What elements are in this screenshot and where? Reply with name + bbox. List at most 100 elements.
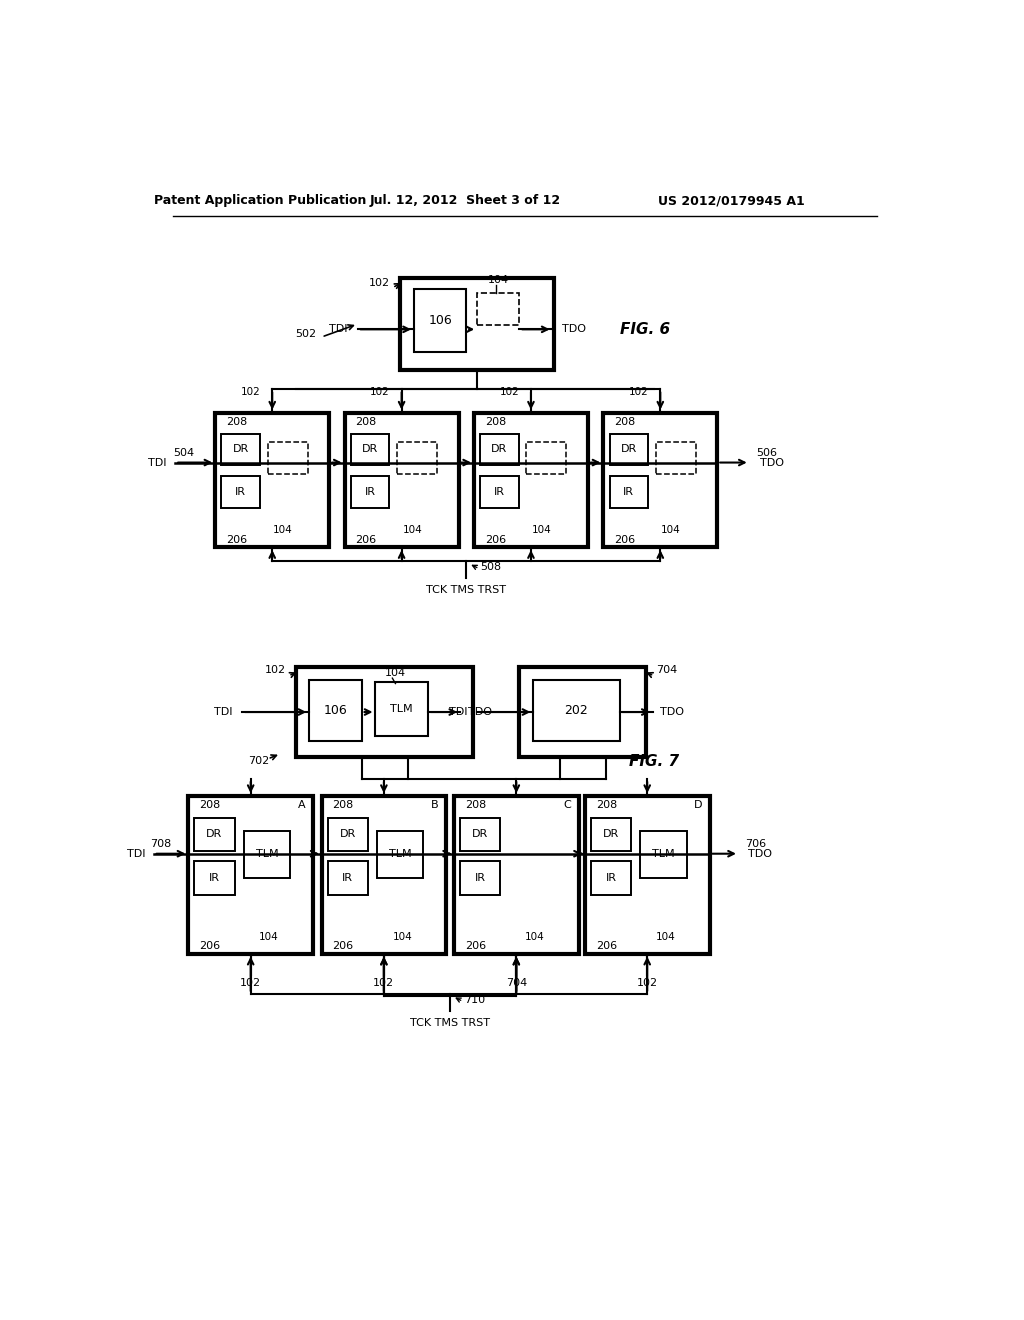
Text: 104: 104	[488, 275, 509, 285]
Bar	[296, 667, 473, 758]
Bar	[309, 681, 361, 741]
Bar	[474, 412, 588, 548]
Bar	[195, 862, 234, 895]
Text: US 2012/0179945 A1: US 2012/0179945 A1	[657, 194, 805, 207]
Text: TLM: TLM	[652, 850, 675, 859]
Bar	[376, 682, 428, 737]
Text: A: A	[298, 800, 305, 810]
Bar	[328, 862, 368, 895]
Bar	[322, 796, 446, 954]
Bar	[345, 412, 459, 548]
Text: 504: 504	[173, 449, 194, 458]
Bar	[351, 434, 389, 465]
Text: 206: 206	[333, 941, 353, 952]
Text: DR: DR	[340, 829, 355, 840]
Text: 208: 208	[355, 417, 377, 426]
Text: TLM: TLM	[256, 850, 279, 859]
Bar	[215, 412, 330, 548]
Bar	[188, 796, 313, 954]
Text: 708: 708	[151, 840, 172, 850]
Text: TCK TMS TRST: TCK TMS TRST	[426, 585, 506, 595]
Text: FIG. 7: FIG. 7	[629, 754, 679, 768]
Text: 102: 102	[265, 665, 286, 676]
Text: TDO: TDO	[760, 458, 783, 467]
Bar	[267, 442, 307, 474]
Bar	[591, 862, 631, 895]
Bar	[655, 442, 695, 474]
Text: DR: DR	[207, 829, 222, 840]
Text: TLM: TLM	[389, 850, 412, 859]
Text: 704: 704	[656, 665, 678, 676]
Bar	[400, 277, 554, 370]
Bar	[454, 796, 579, 954]
Bar	[221, 475, 260, 508]
Text: 102: 102	[371, 387, 390, 397]
Text: FIG. 6: FIG. 6	[620, 322, 670, 337]
Text: 102: 102	[374, 978, 394, 989]
Text: 502: 502	[296, 329, 316, 339]
Text: 106: 106	[324, 704, 347, 717]
Text: TDI: TDI	[214, 708, 232, 717]
Text: IR: IR	[605, 874, 616, 883]
Text: B: B	[431, 800, 438, 810]
Bar	[377, 830, 423, 878]
Text: 102: 102	[629, 387, 649, 397]
Bar	[244, 830, 290, 878]
Bar	[414, 289, 466, 352]
Bar	[519, 667, 646, 758]
Text: DR: DR	[492, 445, 508, 454]
Text: Jul. 12, 2012  Sheet 3 of 12: Jul. 12, 2012 Sheet 3 of 12	[370, 194, 561, 207]
Text: TDI: TDI	[148, 458, 167, 467]
Text: 208: 208	[200, 800, 220, 810]
Text: 102: 102	[240, 978, 261, 989]
Bar	[640, 830, 686, 878]
Text: 208: 208	[596, 800, 617, 810]
Text: 702: 702	[249, 756, 269, 767]
Text: TLM: TLM	[390, 704, 413, 714]
Text: 104: 104	[273, 525, 293, 536]
Text: 102: 102	[241, 387, 261, 397]
Text: 208: 208	[226, 417, 248, 426]
Bar	[534, 681, 620, 741]
Text: D: D	[694, 800, 702, 810]
Text: 102: 102	[369, 279, 390, 288]
Text: 104: 104	[525, 932, 545, 942]
Bar	[351, 475, 389, 508]
Text: 104: 104	[392, 932, 413, 942]
Text: 102: 102	[500, 387, 519, 397]
Text: 206: 206	[200, 941, 220, 952]
Text: 104: 104	[402, 525, 422, 536]
Bar	[609, 475, 648, 508]
Text: 104: 104	[662, 525, 681, 536]
Text: 206: 206	[596, 941, 617, 952]
Bar	[603, 412, 717, 548]
Text: 206: 206	[614, 535, 636, 545]
Text: DR: DR	[361, 445, 378, 454]
Text: DR: DR	[603, 829, 620, 840]
Text: Patent Application Publication: Patent Application Publication	[154, 194, 367, 207]
Text: IR: IR	[365, 487, 376, 496]
Text: 208: 208	[465, 800, 486, 810]
Bar	[609, 434, 648, 465]
Text: TDI: TDI	[127, 849, 146, 859]
Text: TDO: TDO	[660, 708, 684, 717]
Bar	[195, 817, 234, 851]
Bar	[480, 434, 518, 465]
Text: TDO: TDO	[749, 849, 772, 859]
Text: 206: 206	[226, 535, 248, 545]
Bar	[591, 817, 631, 851]
Text: IR: IR	[209, 874, 220, 883]
Text: 508: 508	[480, 562, 502, 573]
Bar	[585, 796, 710, 954]
Text: 104: 104	[655, 932, 676, 942]
Text: 206: 206	[485, 535, 506, 545]
Text: DR: DR	[472, 829, 488, 840]
Bar	[477, 293, 519, 326]
Text: 208: 208	[614, 417, 636, 426]
Text: 710: 710	[464, 995, 485, 1005]
Text: TDI: TDI	[450, 708, 468, 717]
Text: C: C	[563, 800, 571, 810]
Text: IR: IR	[494, 487, 505, 496]
Text: DR: DR	[232, 445, 249, 454]
Text: 104: 104	[259, 932, 279, 942]
